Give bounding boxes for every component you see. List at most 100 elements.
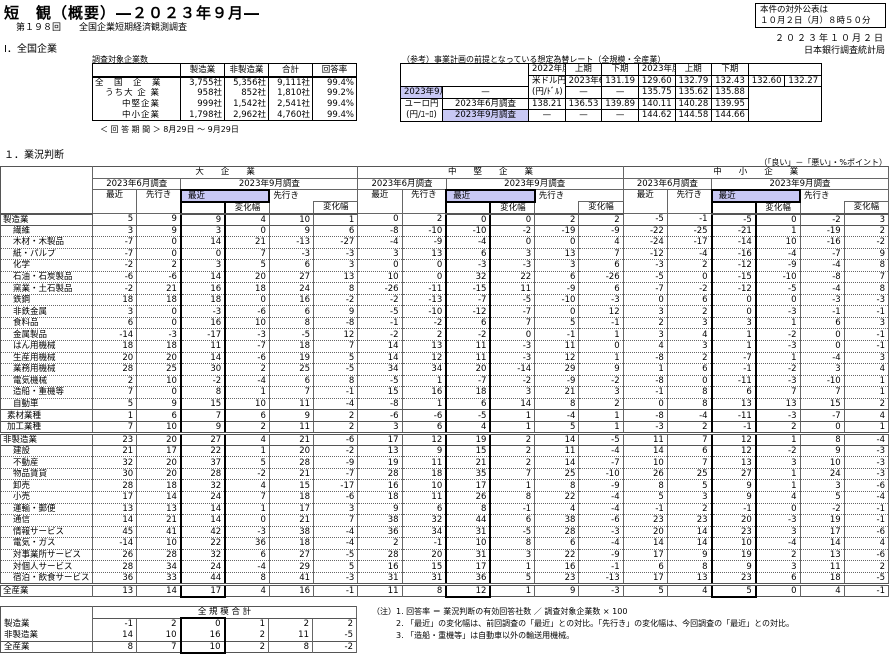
di-value: 2 [578, 213, 624, 226]
di-value: -7 [91, 236, 138, 249]
di-value: 11 [268, 629, 313, 641]
di-value: 10 [754, 236, 801, 249]
di-value: 10 [445, 537, 491, 550]
di-value: 44 [445, 514, 491, 527]
di-value: 7 [489, 317, 536, 330]
di-value: 18 [445, 386, 491, 399]
di-value: -3 [578, 294, 624, 307]
di-value: 11 [800, 560, 845, 573]
di-value: -5 [622, 213, 668, 226]
di-value: 21 [91, 445, 138, 458]
di-value: 8 [489, 491, 536, 504]
di-value: 22 [179, 445, 226, 458]
di-value: 3 [179, 225, 226, 238]
di-value: 20 [136, 468, 182, 481]
di-value: 7 [667, 456, 713, 469]
di-value: -4 [578, 537, 624, 550]
di-value: -1 [313, 584, 359, 598]
di-value: 34 [357, 363, 403, 376]
di-value: 21 [269, 433, 315, 446]
di-value: -7 [800, 409, 845, 422]
table-row: うち大 企 業 958社 852社 1,810社 99.2% [92, 87, 357, 99]
di-value: 0 [136, 305, 182, 318]
di-value: -4 [224, 375, 270, 388]
di-value: 11 [402, 456, 447, 469]
industry-row: 宿泊・飲食サービス 36 33 44 8 41 -3 31 31 36 5 23 -13 17 13 23 6 1… [0, 572, 890, 586]
di-value: 1 [91, 409, 138, 422]
di-value: 14 [667, 526, 713, 539]
di-value: 12 [534, 352, 580, 365]
di-value: 18 [224, 282, 270, 295]
di-value: 2 [754, 421, 801, 435]
di-value: 1 [578, 328, 624, 341]
di-value: -2 [179, 375, 226, 388]
di-value: 0 [578, 340, 624, 353]
cell: 852社 [224, 87, 269, 99]
change-header: 変化幅 [313, 201, 359, 215]
di-value: 7 [224, 491, 270, 504]
di-value: 36 [91, 572, 138, 586]
di-value: -2 [754, 363, 801, 376]
di-value: 14 [179, 271, 226, 284]
di-value: 19 [269, 352, 315, 365]
industry-label: 金属製品 [0, 328, 93, 341]
di-value: 38 [534, 514, 580, 527]
di-value: 5 [313, 352, 359, 365]
di-value: 6 [622, 560, 668, 573]
di-value: 2 [402, 328, 447, 341]
di-value: 10 [179, 640, 226, 654]
di-value: -5 [357, 305, 403, 318]
di-value: -15 [710, 271, 757, 284]
di-value: 6 [402, 503, 447, 516]
di-value: -12 [445, 305, 491, 318]
di-value: -3 [179, 305, 226, 318]
di-value: 38 [269, 526, 315, 539]
di-value: 28 [269, 456, 315, 469]
di-value: -26 [578, 271, 624, 284]
industry-row: 窯業・土石製品 -2 21 16 18 24 8 -26 -11 -15 11 -9 6 -7 -2 -12-… [0, 282, 890, 295]
di-value: 19 [357, 456, 403, 469]
di-value: -5 [489, 526, 536, 539]
di-value: 6 [402, 421, 447, 435]
half-header: 上期 [674, 63, 713, 76]
di-value: 7 [224, 248, 270, 261]
di-value: -7 [445, 294, 491, 307]
di-value: 4 [578, 236, 624, 249]
di-value: 6 [313, 225, 359, 238]
di-value: 14 [92, 629, 137, 641]
di-value: 18 [91, 294, 138, 307]
di-value: -4 [844, 433, 890, 446]
di-value: -6 [91, 271, 138, 284]
di-value: 3 [710, 317, 757, 330]
page-title: 短 観（概要）―２０２３年９月― [4, 4, 261, 22]
di-value: 17 [445, 479, 491, 493]
di-value: -7 [622, 282, 668, 295]
di-value: 23 [622, 514, 668, 527]
di-value: -14 [489, 363, 536, 376]
di-value: -9 [534, 282, 580, 295]
industry-row: 木材・木製品 -7 0 14 21 -13 -27 -4 -9 -4 0 0 4 -24 -17 -14 10-… [0, 236, 890, 249]
di-value: -3 [754, 340, 801, 353]
di-value: 18 [136, 340, 182, 353]
publish-date: ２０２３年１０月２日 [774, 34, 885, 44]
di-value: -4 [313, 398, 359, 411]
industry-label: 木材・木製品 [0, 236, 93, 249]
di-value: 4 [667, 328, 713, 341]
cell: 1,810社 [268, 87, 313, 99]
di-value: -7 [489, 305, 536, 318]
di-value: 13 [402, 340, 447, 353]
di-value: 2 [313, 409, 359, 422]
di-value: 4 [844, 537, 890, 550]
di-value: 13 [754, 398, 801, 411]
di-value: 28 [534, 526, 580, 539]
di-value: 17 [91, 491, 138, 504]
industry-row: 電気機械 2 10 -2 -4 6 8 -5 1 -7 -2 -9 -2 -8 0 -11 -3 -10 1 [0, 375, 890, 388]
di-value: -10 [402, 305, 447, 318]
di-value: 2 [136, 259, 182, 272]
di-value: 1 [622, 363, 668, 376]
rate-value: 140.28 [674, 97, 713, 110]
di-value: 6 [269, 375, 315, 388]
industry-label: 卸売 [0, 479, 93, 493]
di-value: 7 [91, 386, 138, 399]
di-value: -2 [754, 328, 801, 341]
